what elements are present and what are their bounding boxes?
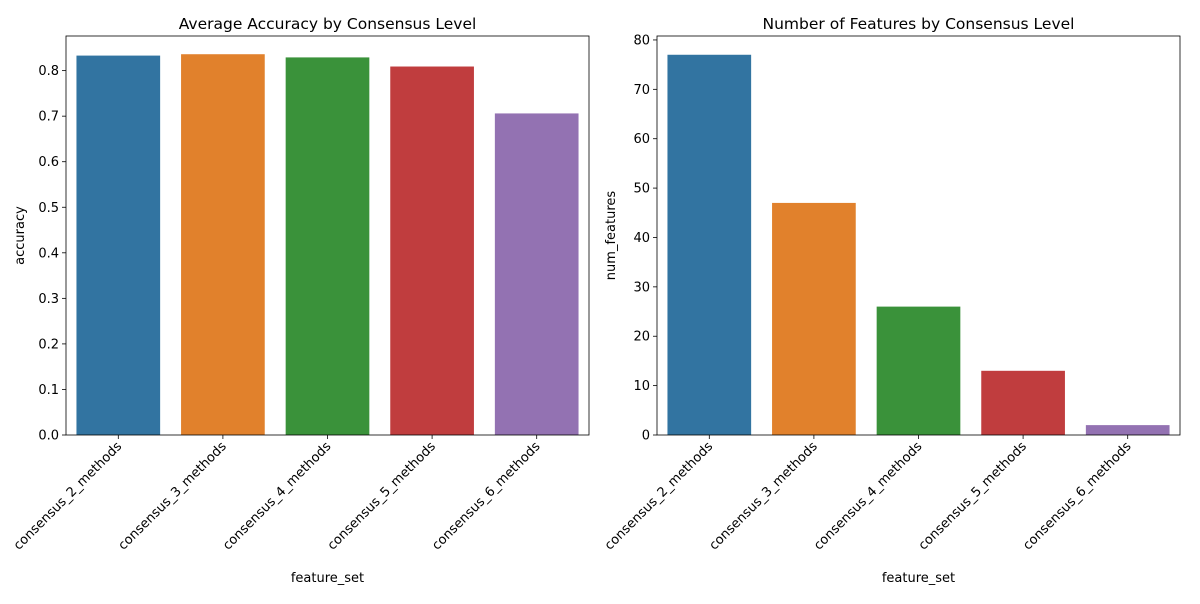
x-tick-label: consensus_3_methods bbox=[707, 439, 821, 553]
bar-consensus-6-methods bbox=[1085, 425, 1170, 435]
x-tick-label: consensus_4_methods bbox=[811, 439, 925, 553]
bar-consensus-3-methods bbox=[181, 54, 265, 435]
y-tick-label: 0.3 bbox=[38, 292, 59, 307]
y-axis-label: num_features bbox=[604, 191, 619, 281]
bar-consensus-5-methods bbox=[390, 66, 474, 436]
chart-panel-1: 0.0 0.1 0.2 0.3 0.4 0.5 0.6 0.7 0.8 consensus_2_m… bbox=[11, 15, 590, 586]
chart-title: Average Accuracy by Consensus Level bbox=[179, 15, 477, 33]
x-tick-label: consensus_2_methods bbox=[602, 439, 716, 553]
y-tick-label: 10 bbox=[633, 379, 650, 394]
y-tick-label: 0.2 bbox=[38, 337, 59, 352]
x-tick-label: consensus_5_methods bbox=[325, 439, 439, 553]
bar-consensus-6-methods bbox=[494, 113, 579, 436]
x-axis-label: feature_set bbox=[291, 571, 364, 586]
y-tick-label: 40 bbox=[633, 231, 650, 246]
y-tick-label: 0 bbox=[642, 429, 650, 444]
y-tick-label: 30 bbox=[633, 280, 650, 295]
y-tick-label: 0.7 bbox=[38, 110, 59, 125]
y-tick-label: 50 bbox=[633, 182, 650, 197]
x-tick-label: consensus_4_methods bbox=[220, 439, 334, 553]
bar-consensus-5-methods bbox=[981, 370, 1065, 435]
bar-consensus-4-methods bbox=[876, 306, 961, 435]
bar-consensus-2-methods bbox=[76, 55, 161, 436]
bar-consensus-4-methods bbox=[285, 57, 370, 435]
y-axis-label: accuracy bbox=[13, 206, 28, 265]
y-tick-label: 60 bbox=[633, 132, 650, 147]
x-tick-label: consensus_5_methods bbox=[916, 439, 1030, 553]
y-tick-label: 0.6 bbox=[38, 155, 59, 170]
y-tick-label: 0.1 bbox=[38, 383, 59, 398]
x-tick-label: consensus_2_methods bbox=[11, 439, 125, 553]
x-tick-label: consensus_3_methods bbox=[116, 439, 230, 553]
y-tick-label: 80 bbox=[633, 33, 650, 48]
y-tick-label: 20 bbox=[633, 330, 650, 345]
bar-consensus-3-methods bbox=[772, 202, 856, 435]
x-tick-label: consensus_6_methods bbox=[1020, 439, 1134, 553]
y-tick-label: 70 bbox=[633, 83, 650, 98]
y-tick-label: 0.5 bbox=[38, 201, 59, 216]
chart-panel-2: 01020304050607080consensus_2_methodscons… bbox=[602, 15, 1181, 586]
y-tick-label: 0.0 bbox=[38, 429, 59, 444]
y-tick-label: 0.8 bbox=[38, 64, 59, 79]
x-axis-label: feature_set bbox=[882, 571, 955, 586]
bar-consensus-2-methods bbox=[667, 54, 752, 435]
chart-title: Number of Features by Consensus Level bbox=[763, 15, 1075, 33]
x-tick-label: consensus_6_methods bbox=[429, 439, 543, 553]
y-tick-label: 0.4 bbox=[38, 246, 59, 261]
